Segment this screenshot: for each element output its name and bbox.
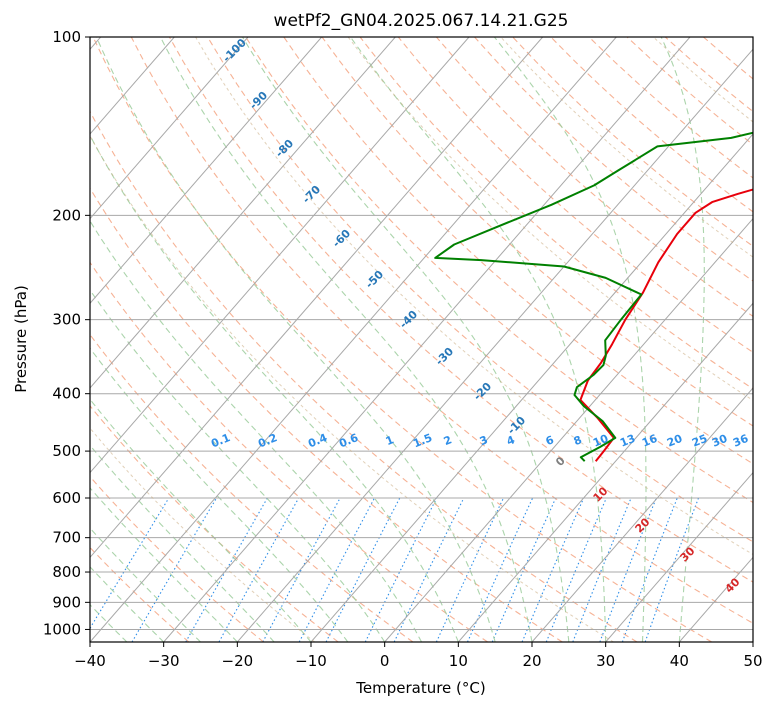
y-tick-label: 600 bbox=[52, 489, 81, 507]
mixing-ratio-label: 8 bbox=[572, 433, 584, 448]
isotherm-line bbox=[90, 37, 470, 474]
mixing-ratio-label: 10 bbox=[591, 432, 610, 450]
mixing-ratio-line bbox=[298, 497, 375, 642]
mixing-ratio-label: 16 bbox=[640, 432, 659, 450]
mixing-ratio-label: 30 bbox=[710, 432, 729, 450]
isotherm-line bbox=[531, 387, 753, 642]
moist-adiabat bbox=[95, 37, 496, 642]
isotherm-line bbox=[90, 37, 249, 220]
mixing-ratio-line bbox=[325, 497, 401, 642]
y-tick-label: 800 bbox=[52, 563, 81, 581]
y-tick-label: 500 bbox=[52, 442, 81, 460]
x-tick-label: 10 bbox=[449, 652, 468, 670]
dry-adiabat bbox=[130, 37, 753, 624]
x-tick-label: 50 bbox=[743, 652, 762, 670]
reference-curve bbox=[195, 37, 753, 555]
x-tick-label: 0 bbox=[380, 652, 390, 670]
x-tick-label: −40 bbox=[74, 652, 106, 670]
dry-adiabat bbox=[90, 546, 190, 642]
reference-curve bbox=[90, 427, 316, 642]
chart-title: wetPf2_GN04.2025.067.14.21.G25 bbox=[274, 11, 569, 31]
moist-adiabat bbox=[90, 347, 349, 642]
dry-adiabat bbox=[168, 37, 753, 583]
x-axis-label: Temperature (°C) bbox=[355, 679, 485, 697]
moist-adiabat bbox=[90, 219, 422, 642]
y-tick-label: 700 bbox=[52, 529, 81, 547]
reference-curve bbox=[347, 37, 753, 401]
dry-adiabat bbox=[90, 475, 264, 642]
isotherm-line bbox=[90, 37, 544, 559]
moist-adiabat bbox=[90, 289, 386, 642]
isotherm-line bbox=[310, 133, 753, 642]
dry-adiabat bbox=[90, 404, 339, 642]
y-tick-label: 400 bbox=[52, 385, 81, 403]
mixing-ratio-line bbox=[364, 497, 438, 642]
dry-adiabat bbox=[90, 110, 638, 642]
dry-adiabat bbox=[435, 37, 753, 317]
mixing-ratio-label: 3 bbox=[478, 433, 490, 448]
y-tick-label: 300 bbox=[52, 311, 81, 329]
plot-frame bbox=[89, 36, 754, 643]
moist-adiabat bbox=[242, 37, 570, 642]
mixing-ratio-line bbox=[393, 497, 465, 642]
mixing-ratio-line bbox=[545, 497, 607, 642]
isotherm-line bbox=[90, 37, 323, 305]
dry-adiabat bbox=[245, 37, 753, 504]
isotherm-line bbox=[90, 37, 617, 642]
mixing-ratio-line bbox=[521, 497, 585, 642]
moist-adiabat bbox=[159, 37, 533, 642]
dry-adiabat bbox=[92, 37, 712, 642]
dry-adiabat bbox=[207, 37, 753, 543]
isotherm-line bbox=[457, 302, 753, 642]
mixing-ratio-line bbox=[90, 497, 170, 630]
x-tick-label: 20 bbox=[522, 652, 541, 670]
mixing-ratio-line bbox=[491, 497, 557, 642]
plot-area: -100-90-80-70-60-50-40-30-20-10010203040… bbox=[90, 37, 753, 642]
y-tick-label: 900 bbox=[52, 593, 81, 611]
dewpoint-profile-line bbox=[434, 131, 753, 462]
dry-adiabat bbox=[90, 261, 488, 642]
isotherm-line bbox=[605, 471, 753, 642]
mixing-ratio-label: 13 bbox=[618, 432, 637, 450]
mixing-ratio-label: 25 bbox=[690, 432, 709, 450]
mixing-ratio-line bbox=[621, 497, 678, 642]
isotherm-line bbox=[384, 217, 753, 642]
mixing-ratio-line bbox=[466, 497, 534, 642]
moist-adiabat bbox=[90, 566, 165, 642]
mixing-ratio-label: 20 bbox=[665, 432, 684, 450]
moist-adiabat bbox=[350, 37, 607, 642]
mixing-ratio-line bbox=[262, 497, 341, 642]
x-tick-label: −10 bbox=[295, 652, 327, 670]
moist-adiabat bbox=[90, 527, 201, 642]
mixing-ratio-line bbox=[435, 497, 504, 642]
moist-adiabat bbox=[90, 134, 459, 642]
isotherm-line bbox=[236, 48, 753, 642]
mixing-ratio-line bbox=[572, 497, 632, 642]
x-tick-label: 40 bbox=[670, 652, 689, 670]
y-tick-label: 200 bbox=[52, 206, 81, 224]
isotherm-line bbox=[163, 37, 691, 642]
x-tick-label: −20 bbox=[222, 652, 254, 670]
isotherm-line bbox=[90, 37, 396, 389]
mixing-ratio-label: 36 bbox=[731, 432, 750, 450]
mixing-ratio-label: 1 bbox=[384, 433, 396, 448]
dry-adiabat bbox=[90, 187, 563, 642]
x-tick-label: −30 bbox=[148, 652, 180, 670]
y-axis-label: Pressure (hPa) bbox=[12, 285, 30, 393]
moist-adiabat bbox=[660, 37, 705, 642]
y-tick-label: 100 bbox=[52, 28, 81, 46]
mixing-ratio-line bbox=[644, 497, 700, 642]
dry-adiabat bbox=[397, 37, 753, 353]
temperature-profile-line bbox=[579, 188, 753, 462]
x-tick-label: 30 bbox=[596, 652, 615, 670]
mixing-ratio-label: 2 bbox=[442, 433, 454, 448]
y-tick-label: 1000 bbox=[43, 620, 81, 638]
moist-adiabat bbox=[90, 398, 312, 642]
